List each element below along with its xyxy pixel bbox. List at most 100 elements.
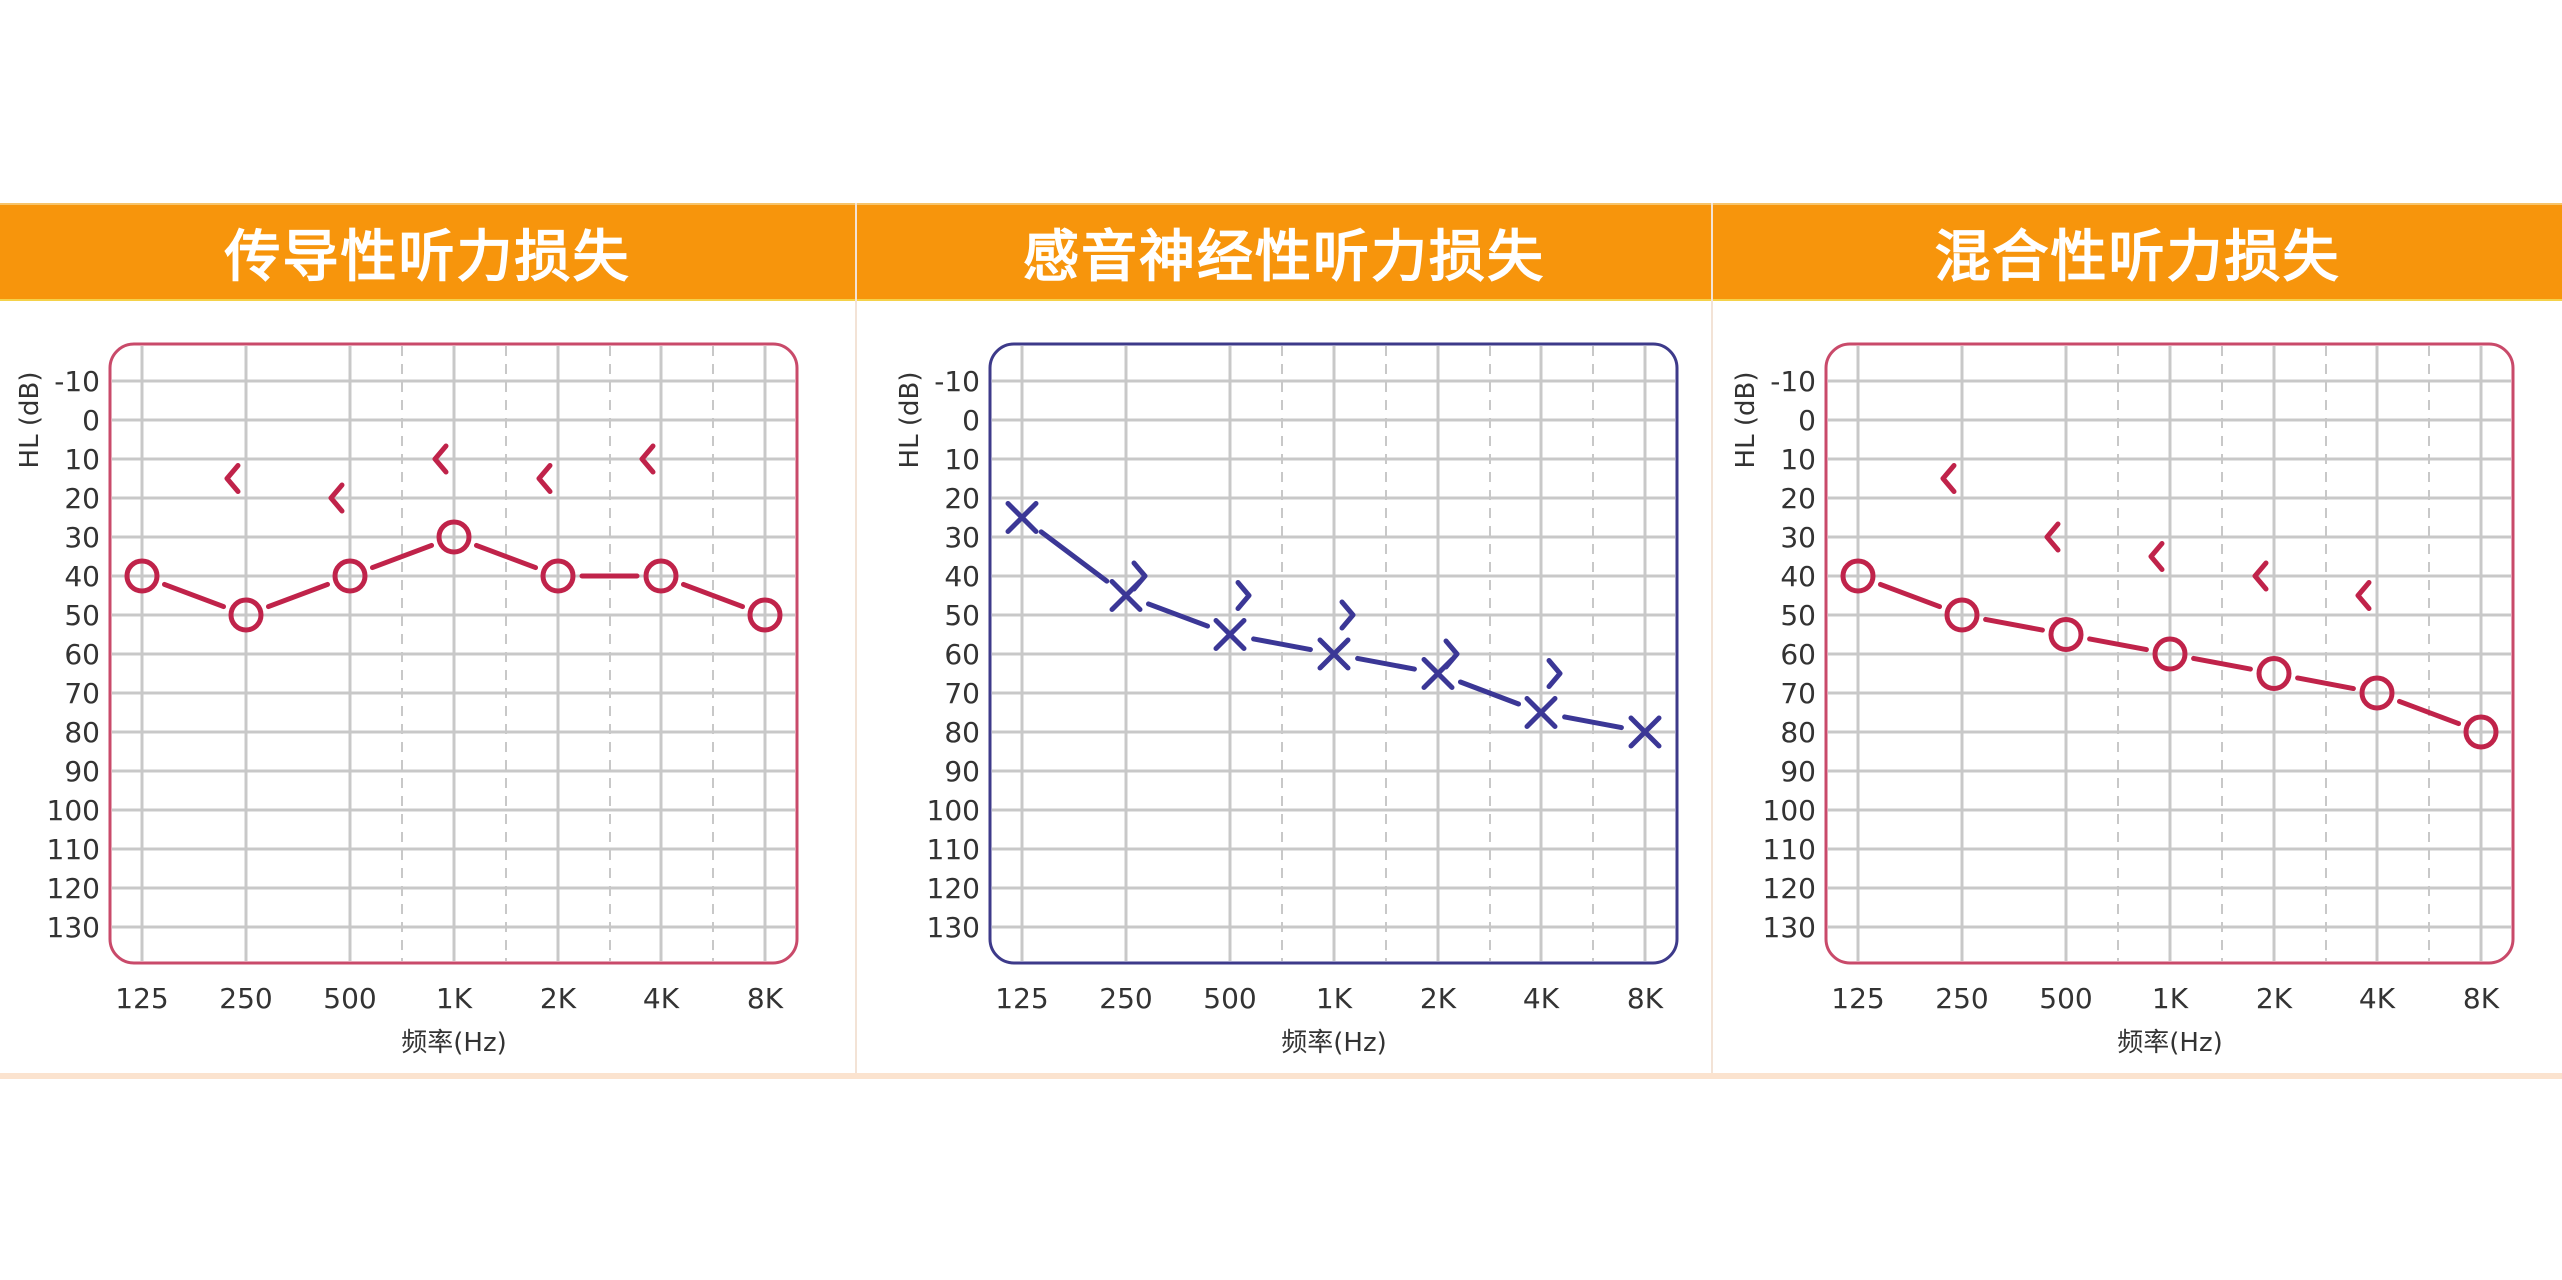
panel-header: 感音神经性听力损失 xyxy=(857,203,1711,301)
circle-marker-icon xyxy=(2152,636,2188,672)
x-tick-label: 2K xyxy=(1420,982,1457,1015)
right-chevron-marker-icon xyxy=(1443,638,1460,670)
right-chevron-marker-icon xyxy=(1339,599,1356,631)
series-line xyxy=(1877,581,1943,610)
x-marker-icon xyxy=(1628,715,1662,749)
series-bone-conduction xyxy=(1131,560,1563,689)
left-chevron-marker-icon xyxy=(2252,560,2269,592)
left-chevron-marker-icon xyxy=(536,463,553,494)
plot-frame xyxy=(108,342,799,965)
circle-marker-icon xyxy=(1944,597,1980,633)
series-line xyxy=(2191,655,2253,672)
panel-title: 传导性听力损失 xyxy=(224,224,631,290)
y-tick-label: 70 xyxy=(64,677,100,710)
x-tick-label: 250 xyxy=(1099,982,1152,1015)
right-chevron-marker-icon xyxy=(1546,658,1563,689)
series-air-conduction xyxy=(1005,501,1662,749)
left-chevron-marker-icon xyxy=(1940,463,1957,494)
y-tick-label: 20 xyxy=(1780,482,1816,515)
series-line xyxy=(265,581,331,610)
series-air-conduction xyxy=(124,519,783,633)
y-axis-label: HL (dB) xyxy=(895,372,925,469)
y-tick-label: 90 xyxy=(1780,755,1816,788)
x-axis-label: 频率(Hz) xyxy=(401,1028,507,1058)
series-bone-conduction xyxy=(1940,463,2372,611)
series-line xyxy=(1983,616,2045,633)
circle-marker-icon xyxy=(2256,656,2292,691)
panel-header: 传导性听力损失 xyxy=(0,203,855,301)
series-line xyxy=(1562,714,1624,731)
series-bone-conduction xyxy=(224,443,656,514)
y-tick-label: 10 xyxy=(1780,443,1816,476)
circle-marker-icon xyxy=(436,519,472,555)
x-tick-label: 1K xyxy=(1316,982,1353,1015)
divider xyxy=(1711,203,1713,1073)
y-tick-label: 0 xyxy=(82,404,100,437)
y-tick-label: 0 xyxy=(1798,404,1816,437)
plot-frame xyxy=(988,342,1679,965)
y-tick-label: 120 xyxy=(47,872,100,905)
x-tick-label: 4K xyxy=(2359,982,2396,1015)
series-line xyxy=(2295,675,2356,692)
x-tick-label: 4K xyxy=(1523,982,1560,1015)
y-tick-label: 110 xyxy=(47,833,100,866)
grid xyxy=(112,346,795,961)
x-tick-label: 125 xyxy=(995,982,1048,1015)
circle-marker-icon xyxy=(2463,714,2499,750)
x-tick-label: 8K xyxy=(2463,982,2500,1015)
y-tick-label: 80 xyxy=(1780,716,1816,749)
x-tick-label: 2K xyxy=(2256,982,2293,1015)
x-tick-label: 500 xyxy=(1203,982,1256,1015)
left-chevron-marker-icon xyxy=(2044,521,2061,553)
y-tick-label: 0 xyxy=(962,404,980,437)
left-chevron-marker-icon xyxy=(328,482,345,514)
y-tick-label: 130 xyxy=(1763,911,1816,944)
series-line xyxy=(473,542,539,571)
left-chevron-marker-icon xyxy=(639,443,656,475)
x-tick-label: 1K xyxy=(436,982,473,1015)
y-tick-label: 70 xyxy=(944,677,980,710)
y-tick-label: 20 xyxy=(944,482,980,515)
circle-marker-icon xyxy=(332,558,368,594)
panel-mixed: 混合性听力损失 -10 0 10 20 30 40 50 60 70 80 90 100 110 120 1… xyxy=(1713,203,2562,1073)
series-line xyxy=(1457,679,1522,707)
plot-frame xyxy=(1824,342,2515,965)
x-axis-label: 频率(Hz) xyxy=(1281,1028,1387,1058)
x-tick-label: 8K xyxy=(1627,982,1664,1015)
y-tick-label: 100 xyxy=(927,794,980,827)
circle-marker-icon xyxy=(124,558,160,594)
y-tick-label: 30 xyxy=(1780,521,1816,554)
panel-header: 混合性听力损失 xyxy=(1713,203,2562,301)
y-tick-label: 110 xyxy=(927,833,980,866)
y-axis-label: HL (dB) xyxy=(15,372,45,469)
y-tick-label: 100 xyxy=(1763,794,1816,827)
x-tick-label: 500 xyxy=(2039,982,2092,1015)
y-tick-label: 60 xyxy=(944,638,980,671)
circle-marker-icon xyxy=(1840,558,1876,594)
circle-marker-icon xyxy=(2359,675,2395,711)
series-line xyxy=(1355,655,1417,672)
y-tick-label: 60 xyxy=(1780,638,1816,671)
panel-title: 混合性听力损失 xyxy=(1934,224,2341,290)
y-tick-label: 100 xyxy=(47,794,100,827)
right-chevron-marker-icon xyxy=(1131,560,1148,592)
x-tick-label: 250 xyxy=(1935,982,1988,1015)
y-tick-label: 110 xyxy=(1763,833,1816,866)
y-tick-label: 10 xyxy=(64,443,100,476)
y-tick-label: 10 xyxy=(944,443,980,476)
y-tick-label: 80 xyxy=(944,716,980,749)
right-chevron-marker-icon xyxy=(1235,580,1252,611)
series-line xyxy=(1038,529,1110,584)
y-tick-label: 20 xyxy=(64,482,100,515)
series-line xyxy=(1251,636,1313,653)
circle-marker-icon xyxy=(2048,617,2084,652)
y-tick-label: 50 xyxy=(64,599,100,632)
y-tick-label: 30 xyxy=(64,521,100,554)
left-chevron-marker-icon xyxy=(432,443,449,475)
y-axis-label: HL (dB) xyxy=(1731,372,1761,469)
y-tick-label: 40 xyxy=(1780,560,1816,593)
divider xyxy=(855,203,857,1073)
y-tick-label: 50 xyxy=(1780,599,1816,632)
y-tick-label: 40 xyxy=(64,560,100,593)
y-tick-label: -10 xyxy=(54,365,100,398)
